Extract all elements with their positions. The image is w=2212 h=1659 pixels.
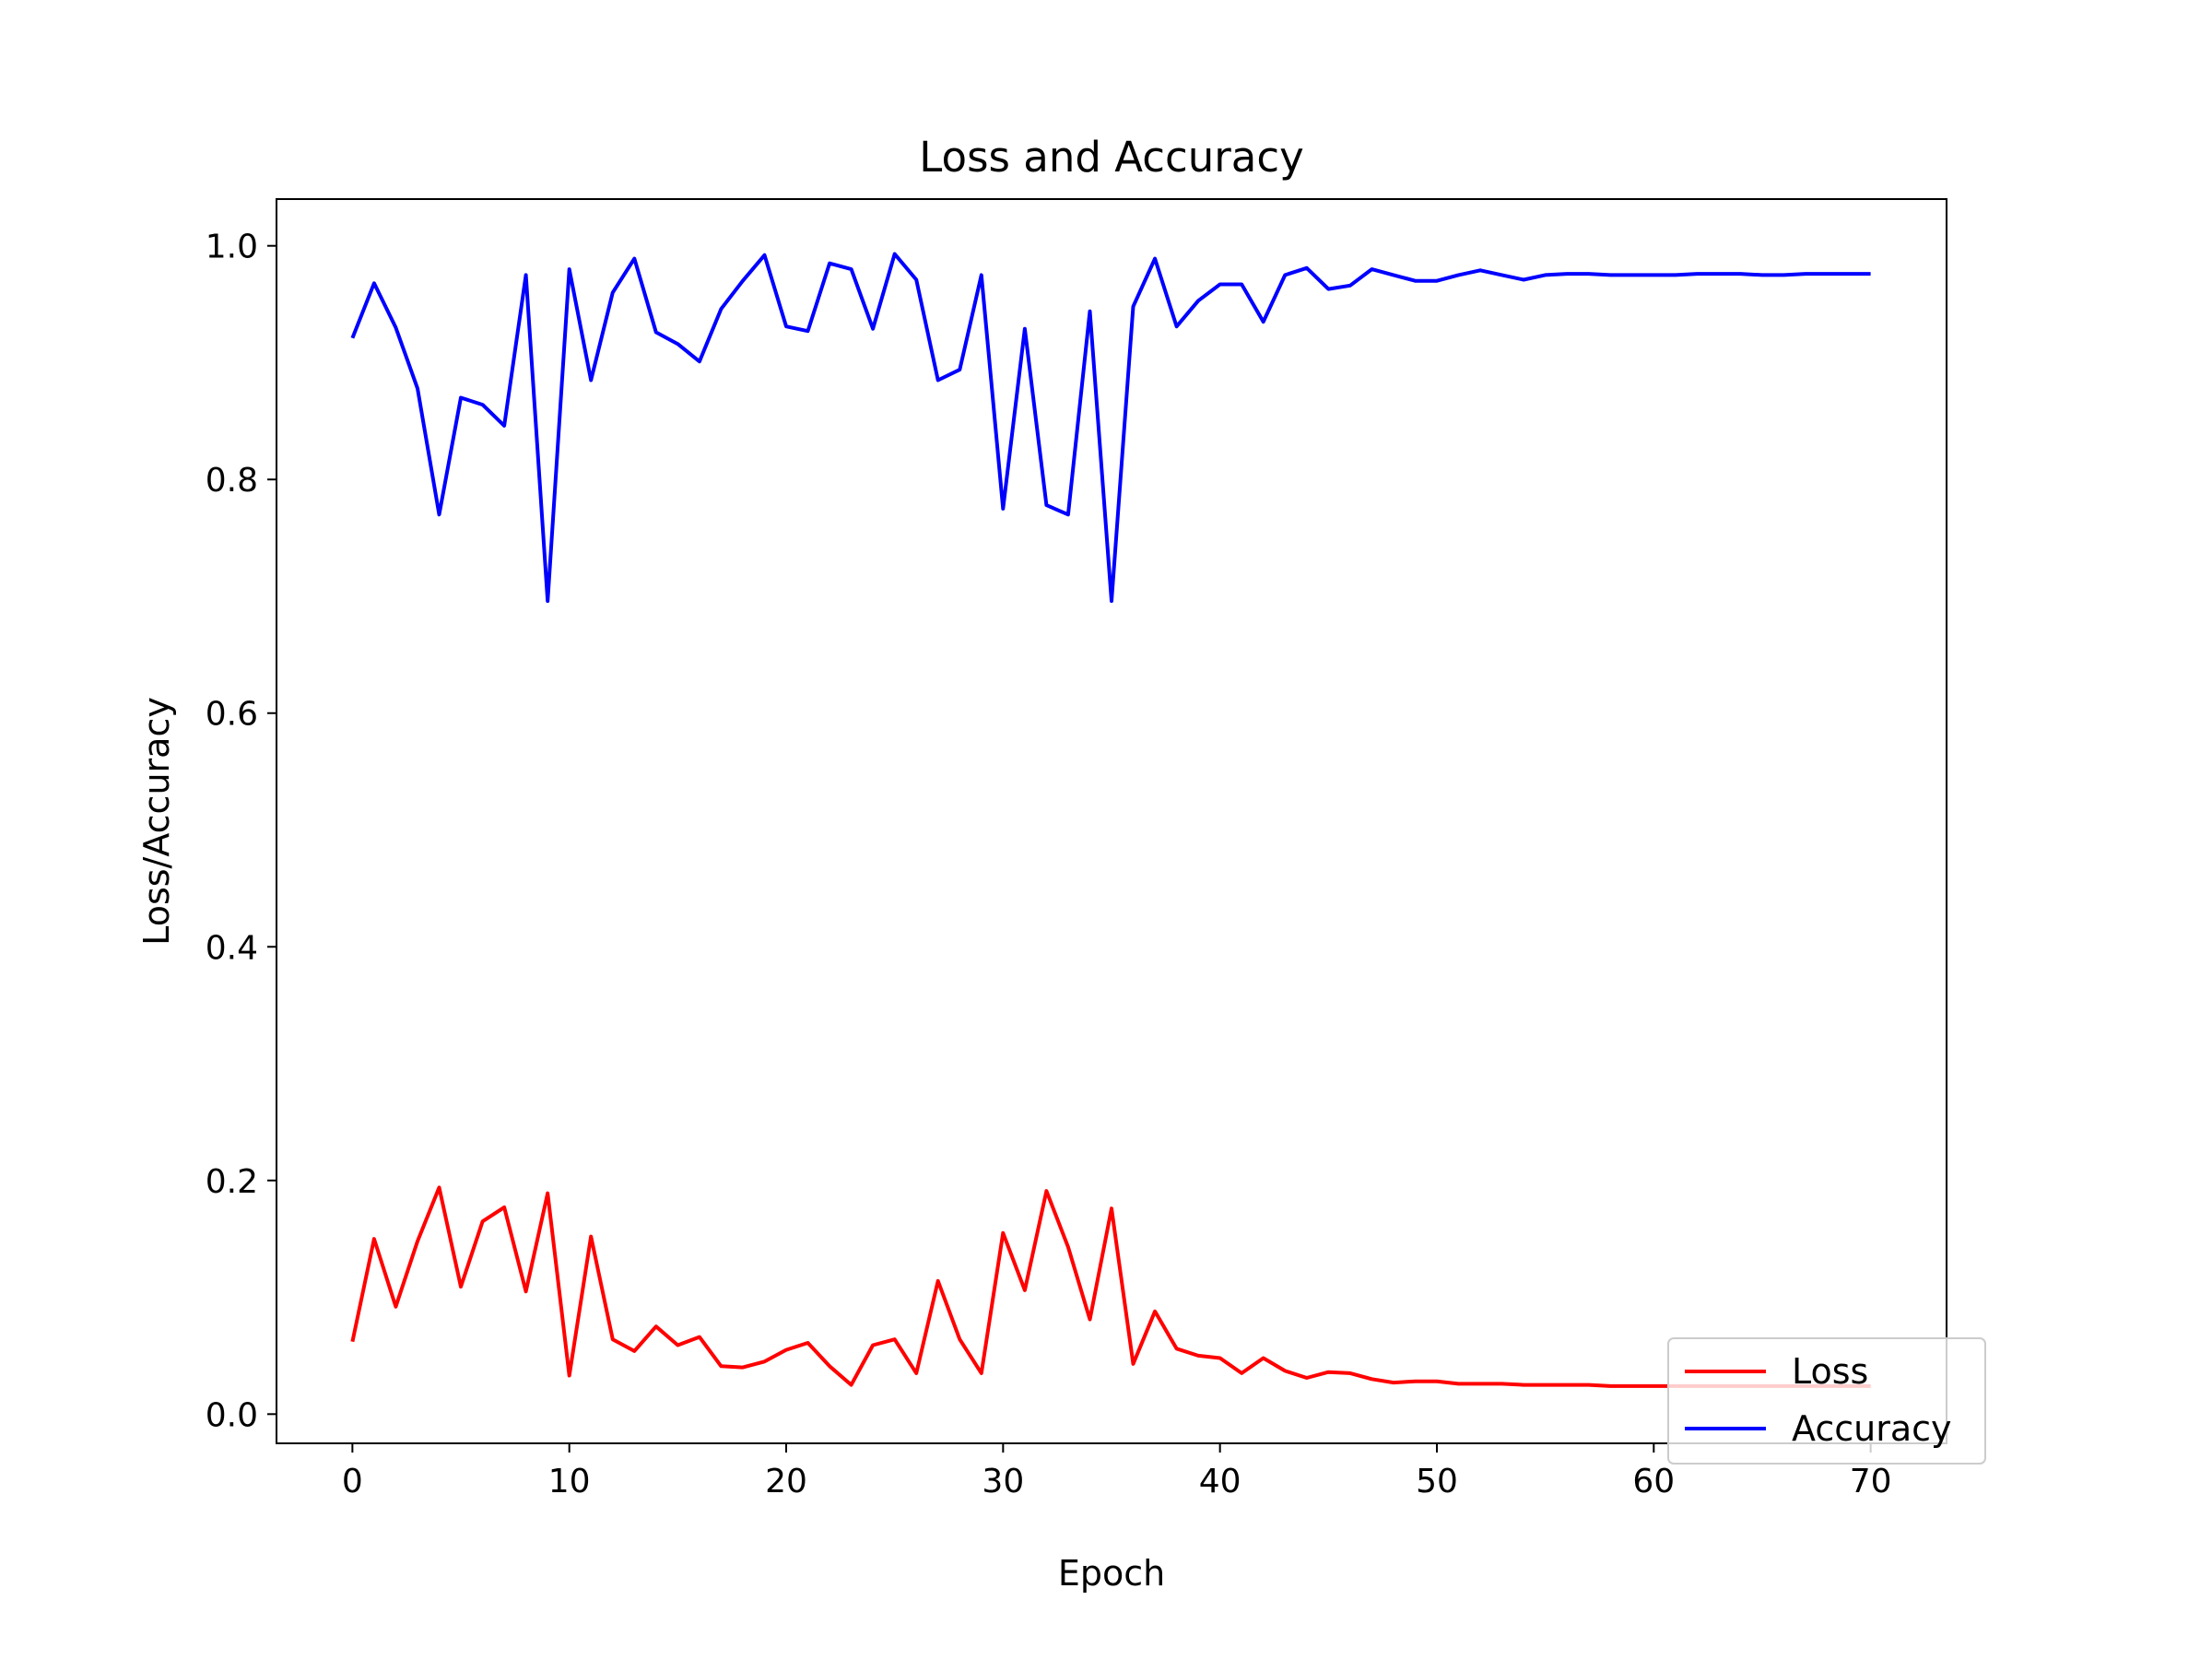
legend-label-accuracy: Accuracy <box>1792 1408 1952 1449</box>
y-tick-label: 0.6 <box>206 696 258 734</box>
y-tick-label: 1.0 <box>206 229 258 266</box>
x-tick-label: 70 <box>1850 1463 1892 1500</box>
x-tick-label: 40 <box>1199 1463 1241 1500</box>
x-tick-label: 20 <box>765 1463 807 1500</box>
y-axis: 0.0 0.2 0.4 0.6 0.8 1.0 <box>206 229 276 1434</box>
legend-label-loss: Loss <box>1792 1351 1868 1392</box>
y-tick-label: 0.4 <box>206 929 258 967</box>
x-axis: 0 10 20 30 40 50 60 70 <box>342 1443 1892 1500</box>
x-tick-label: 50 <box>1416 1463 1458 1500</box>
y-axis-label: Loss/Accuracy <box>136 697 177 946</box>
x-axis-label: Epoch <box>1058 1553 1165 1594</box>
y-tick-label: 0.0 <box>206 1396 258 1434</box>
y-tick-label: 0.8 <box>206 462 258 500</box>
series-line-accuracy <box>350 252 1871 604</box>
plot-frame <box>276 198 1947 1444</box>
x-tick-label: 0 <box>342 1463 363 1500</box>
series-line-loss <box>350 1185 1871 1388</box>
x-tick-label: 60 <box>1632 1463 1675 1500</box>
x-tick-label: 10 <box>548 1463 591 1500</box>
series-layer <box>350 252 1871 1388</box>
legend: Loss Accuracy <box>1667 1337 1986 1465</box>
chart-title: Loss and Accuracy <box>919 133 1303 182</box>
y-tick-label: 0.2 <box>206 1163 258 1201</box>
x-tick-label: 30 <box>982 1463 1024 1500</box>
